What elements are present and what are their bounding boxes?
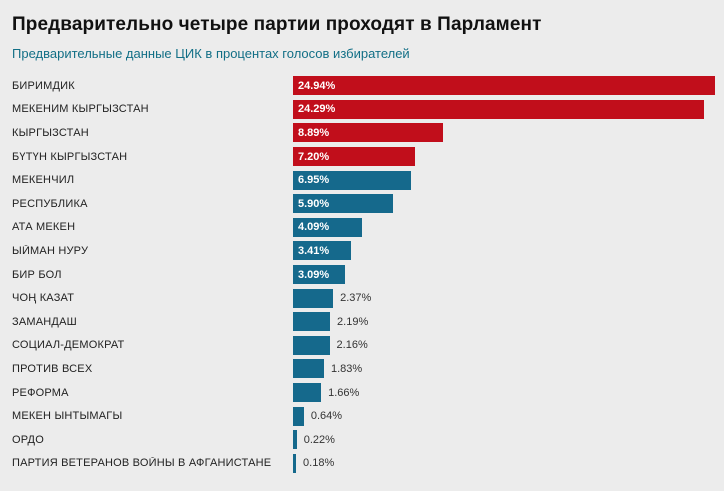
bar-category-label: ЫЙМАН НУРУ (12, 244, 89, 257)
bar-area: 1.83% (293, 359, 716, 379)
bar-value: 2.37% (340, 292, 372, 305)
bar-area: 5.90% (293, 194, 716, 214)
bar-row: РЕФОРМА 1.66% (12, 381, 716, 405)
bar-area: 3.41% (293, 241, 716, 261)
bar-row: БҮТҮН КЫРГЫЗСТАН 7.20% (12, 145, 716, 169)
bar-row: ЧОҢ КАЗАТ 2.37% (12, 286, 716, 310)
bar (293, 359, 324, 379)
bar-category-label: ЧОҢ КАЗАТ (12, 292, 75, 305)
bar-value: 4.09% (298, 221, 330, 234)
bar-row: МЕКЕНИМ КЫРГЫЗСТАН 24.29% (12, 98, 716, 122)
bar: 24.29% (293, 99, 704, 119)
bar-value: 6.95% (298, 174, 330, 187)
bar-category-label: ЗАМАНДАШ (12, 315, 77, 328)
bar-row: БИРИМДИК 24.94% (12, 74, 716, 98)
bar-row: РЕСПУБЛИКА 5.90% (12, 192, 716, 216)
bar-category-label: КЫРГЫЗСТАН (12, 126, 89, 139)
bar-area: 24.94% (293, 76, 716, 96)
bar-row: АТА МЕКЕН 4.09% (12, 216, 716, 240)
bar: 4.09% (293, 217, 363, 237)
bar: 3.09% (293, 265, 346, 285)
bar: 6.95% (293, 170, 411, 190)
bar-row: МЕКЕН ЫНТЫМАГЫ 0.64% (12, 404, 716, 428)
bar: 3.41% (293, 241, 351, 261)
bar-value: 0.22% (303, 433, 335, 446)
chart-title: Предварительно четыре партии проходят в … (12, 14, 542, 35)
bar-value: 2.19% (337, 315, 369, 328)
bar-value: 3.09% (298, 268, 330, 281)
bar-category-label: ПАРТИЯ ВЕТЕРАНОВ ВОЙНЫ В АФГАНИСТАНЕ (12, 457, 272, 470)
bar: 7.20% (293, 147, 415, 167)
bar-value: 0.64% (310, 410, 343, 423)
bar-category-label: ОРДО (12, 433, 44, 446)
bar (293, 383, 322, 403)
bar-area: 4.09% (293, 217, 716, 237)
bar-value: 1.83% (330, 362, 363, 375)
bar-area: 7.20% (293, 147, 716, 167)
bar-area: 2.37% (293, 288, 716, 308)
bar (293, 288, 334, 308)
bar-row: СОЦИАЛ-ДЕМОКРАТ 2.16% (12, 334, 716, 358)
bar-area: 3.09% (293, 265, 716, 285)
bar-area: 0.64% (293, 406, 716, 426)
bar-value: 5.90% (298, 197, 330, 210)
bar-area: 6.95% (293, 170, 716, 190)
bar (293, 312, 331, 332)
bar: 8.89% (293, 123, 444, 143)
bar-value: 0.18% (303, 457, 335, 470)
bar-category-label: БИР БОЛ (12, 268, 62, 281)
bar-row: БИР БОЛ 3.09% (12, 263, 716, 287)
bar-area: 24.29% (293, 99, 716, 119)
bar-category-label: БҮТҮН КЫРГЫЗСТАН (12, 150, 128, 163)
bar-category-label: МЕКЕНИМ КЫРГЫЗСТАН (12, 103, 149, 116)
bar-category-label: МЕКЕНЧИЛ (12, 174, 75, 187)
bar-category-label: ПРОТИВ ВСЕХ (12, 362, 93, 375)
bar-row: МЕКЕНЧИЛ 6.95% (12, 168, 716, 192)
bar: 24.94% (293, 76, 715, 96)
bar: 5.90% (293, 194, 393, 214)
bar (293, 453, 297, 473)
bar-area: 2.16% (293, 335, 716, 355)
bar-value: 1.66% (328, 386, 360, 399)
bar-value: 7.20% (298, 150, 330, 163)
bar-row: ЫЙМАН НУРУ 3.41% (12, 239, 716, 263)
bar-area: 8.89% (293, 123, 716, 143)
bar-category-label: МЕКЕН ЫНТЫМАГЫ (12, 410, 123, 423)
bar-category-label: РЕСПУБЛИКА (12, 197, 88, 210)
bar-row: ЗАМАНДАШ 2.19% (12, 310, 716, 334)
bar-category-label: РЕФОРМА (12, 386, 69, 399)
bar (293, 335, 330, 355)
bar-category-label: АТА МЕКЕН (12, 221, 76, 234)
bar-area: 0.18% (293, 453, 716, 473)
bar-value: 8.89% (298, 126, 330, 139)
bar (293, 406, 304, 426)
bar-value: 24.29% (298, 103, 336, 116)
bar-area: 1.66% (293, 383, 716, 403)
chart-subtitle: Предварительные данные ЦИК в процентах г… (12, 46, 410, 61)
bar-value: 24.94% (298, 79, 336, 92)
bar-rows: БИРИМДИК 24.94% МЕКЕНИМ КЫРГЫЗСТАН 24.29% КЫ… (12, 74, 716, 475)
bar-value: 3.41% (298, 244, 330, 257)
bar-row: ПАРТИЯ ВЕТЕРАНОВ ВОЙНЫ В АФГАНИСТАНЕ 0.18… (12, 452, 716, 476)
bar (293, 430, 297, 450)
bar-row: ОРДО 0.22% (12, 428, 716, 452)
bar-category-label: СОЦИАЛ-ДЕМОКРАТ (12, 339, 125, 352)
bar-row: КЫРГЫЗСТАН 8.89% (12, 121, 716, 145)
bar-value: 2.16% (336, 339, 368, 352)
bar-area: 2.19% (293, 312, 716, 332)
bar-row: ПРОТИВ ВСЕХ 1.83% (12, 357, 716, 381)
bar-category-label: БИРИМДИК (12, 79, 75, 92)
bar-area: 0.22% (293, 430, 716, 450)
